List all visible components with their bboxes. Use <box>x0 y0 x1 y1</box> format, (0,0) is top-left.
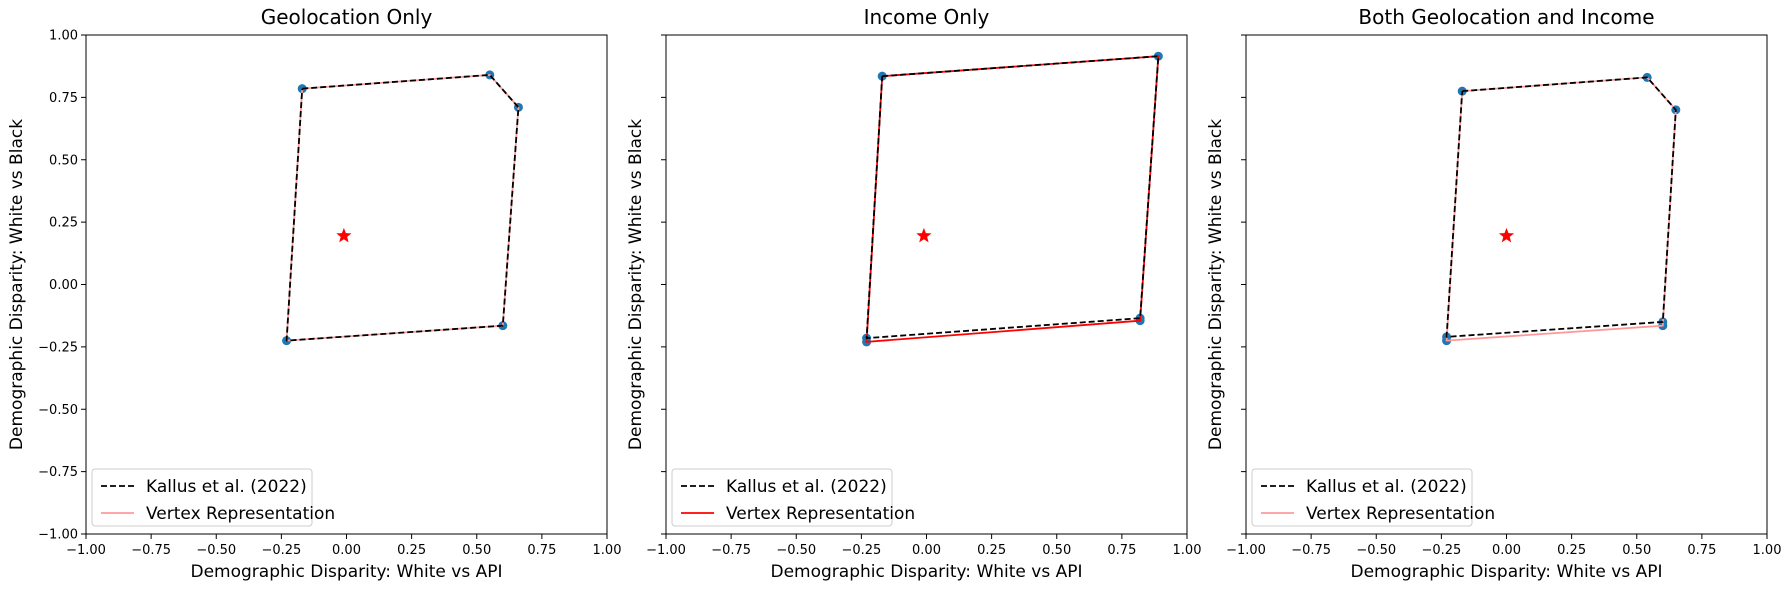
y-axis-label: Demographic Disparity: White vs Black <box>7 119 27 450</box>
vertex-representation-line <box>1445 76 1677 342</box>
legend-label: Kallus et al. (2022) <box>1306 477 1467 497</box>
y-tick-label: −0.75 <box>38 465 78 480</box>
chart-panel-1: Geolocation Only −1.00−1.00 −0.75 −0.75 −0.5… <box>7 5 621 582</box>
x-tick-label: 1.00 <box>1173 543 1202 558</box>
center-star <box>1498 227 1515 243</box>
center-star <box>916 227 932 243</box>
x-tick-label: −1.00 <box>646 543 686 558</box>
vertex-point <box>877 71 887 81</box>
axes-frame <box>85 34 608 535</box>
x-tick-label: −0.50 <box>776 543 816 558</box>
center-star <box>336 227 352 243</box>
x-tick-label: 0.00 <box>912 543 941 558</box>
x-tick-label: −0.25 <box>841 543 881 558</box>
legend-label: Kallus et al. (2022) <box>146 477 307 497</box>
y-tick-label: 1.00 <box>49 29 78 44</box>
x-tick-label: −0.25 <box>261 543 301 558</box>
legend-label: Kallus et al. (2022) <box>726 477 887 497</box>
x-tick-label: 0.25 <box>1557 543 1586 558</box>
x-tick-label: 0.25 <box>977 543 1006 558</box>
axes-frame <box>1245 34 1768 535</box>
x-tick-label: −0.75 <box>711 543 751 558</box>
chart-title: Both Geolocation and Income <box>1358 5 1654 29</box>
y-tick-label: −0.50 <box>38 403 78 418</box>
vertex-representation-line <box>285 74 520 342</box>
kallus-series-line <box>1445 76 1677 338</box>
legend-label: Vertex Representation <box>146 504 335 524</box>
y-tick-label: 0.75 <box>49 91 78 106</box>
legend-box <box>1251 468 1473 527</box>
legend-box <box>91 468 313 527</box>
vertex-representation-line <box>865 55 1160 343</box>
chart-title: Income Only <box>864 5 990 29</box>
x-tick-label: 0.00 <box>1492 543 1521 558</box>
x-tick-label: −0.75 <box>1291 543 1331 558</box>
x-tick-label: −0.75 <box>131 543 171 558</box>
x-axis-label: Demographic Disparity: White vs API <box>1350 562 1662 582</box>
y-tick-label: 0.50 <box>49 153 78 168</box>
kallus-series-line <box>285 74 520 342</box>
y-tick-label: 0.25 <box>49 216 78 231</box>
chart-title: Geolocation Only <box>261 5 433 29</box>
x-tick-label: −0.25 <box>1421 543 1461 558</box>
x-tick-label: 0.50 <box>462 543 491 558</box>
y-axis-label: Demographic Disparity: White vs Black <box>626 119 646 450</box>
y-tick-label: −0.25 <box>38 340 78 355</box>
x-tick-label: 0.75 <box>1687 543 1716 558</box>
x-tick-label: 0.75 <box>527 543 556 558</box>
y-tick-label: −1.00 <box>38 528 78 543</box>
axes-frame <box>665 34 1188 535</box>
x-tick-label: −1.00 <box>66 543 106 558</box>
x-axis-label: Demographic Disparity: White vs API <box>770 562 1082 582</box>
x-tick-label: −1.00 <box>1226 543 1266 558</box>
x-tick-label: 1.00 <box>1753 543 1782 558</box>
x-tick-label: 0.75 <box>1107 543 1136 558</box>
x-tick-label: −0.50 <box>1356 543 1396 558</box>
x-axis-label: Demographic Disparity: White vs API <box>190 562 502 582</box>
legend-label: Vertex Representation <box>1306 504 1495 524</box>
x-tick-label: 0.50 <box>1622 543 1651 558</box>
x-tick-label: 0.00 <box>332 543 361 558</box>
x-tick-label: 1.00 <box>593 543 622 558</box>
x-tick-label: −0.50 <box>196 543 236 558</box>
x-tick-label: 0.25 <box>397 543 426 558</box>
kallus-series-line <box>865 55 1160 340</box>
chart-panel-2: Income Only −1.00 −0.75 −0.50 −0.25 0.00 0.25 0… <box>626 5 1201 582</box>
legend-label: Vertex Representation <box>726 504 915 524</box>
y-tick-label: 0.00 <box>49 278 78 293</box>
legend-box <box>671 468 893 527</box>
chart-panel-3: Both Geolocation and Income −1.00 −0.75 −0.… <box>1206 5 1781 582</box>
x-tick-label: 0.50 <box>1042 543 1071 558</box>
y-axis-label: Demographic Disparity: White vs Black <box>1206 119 1226 450</box>
